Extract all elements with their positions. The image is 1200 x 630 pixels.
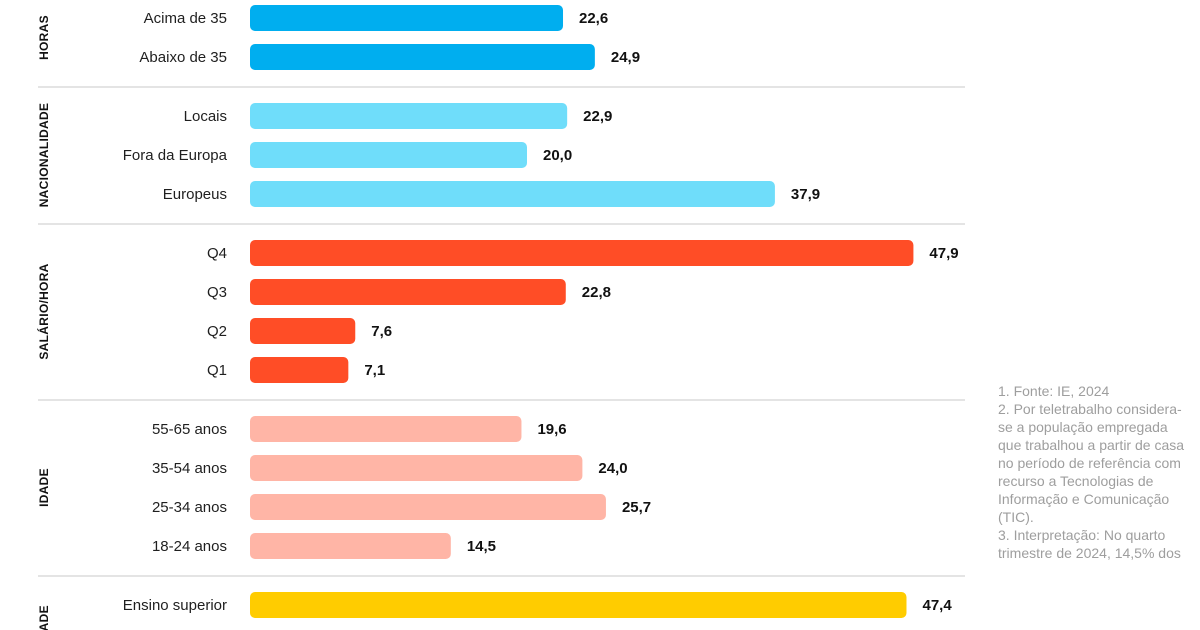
group-label: SALÁRIO/HORA	[36, 263, 51, 359]
value-label: 24,9	[611, 49, 640, 66]
value-label: 24,0	[598, 460, 627, 477]
category-label: 35-54 anos	[152, 460, 227, 477]
value-label: 7,1	[364, 362, 385, 379]
bar-2-0	[250, 240, 914, 266]
value-label: 37,9	[791, 186, 820, 203]
category-label: Fora da Europa	[123, 147, 228, 164]
category-label: Acima de 35	[144, 10, 227, 27]
bar-3-0	[250, 416, 522, 442]
value-label: 47,9	[929, 245, 958, 262]
category-label: Q4	[207, 245, 227, 262]
category-label: 18-24 anos	[152, 538, 227, 555]
bar-0-0	[250, 5, 564, 31]
value-label: 7,6	[371, 323, 392, 340]
category-label: Locais	[184, 108, 227, 125]
category-label: Europeus	[163, 186, 227, 203]
bar-2-3	[250, 357, 349, 383]
category-label: Q1	[207, 362, 227, 379]
bar-1-1	[250, 142, 527, 168]
bar-1-2	[250, 181, 775, 207]
bar-2-2	[250, 318, 356, 344]
bar-1-0	[250, 103, 568, 129]
category-label: Ensino superior	[123, 597, 227, 614]
group-label: IDADE	[37, 605, 51, 630]
bar-3-2	[250, 494, 606, 520]
footnote-3: 3. Interpretação: No quarto trimestre de…	[998, 527, 1181, 561]
value-label: 22,9	[583, 108, 612, 125]
footnote-1: 1. Fonte: IE, 2024	[998, 383, 1110, 399]
value-label: 14,5	[467, 538, 496, 555]
value-label: 19,6	[537, 421, 566, 438]
bar-4-0	[250, 592, 907, 618]
bar-3-1	[250, 455, 583, 481]
category-label: 25-34 anos	[152, 499, 227, 516]
category-label: Q3	[207, 284, 227, 301]
bar-3-3	[250, 533, 451, 559]
value-label: 20,0	[543, 147, 572, 164]
group-label: NACIONALIDADE	[37, 103, 51, 208]
bar-2-1	[250, 279, 566, 305]
footnote-2: 2. Por teletrabalho considera-se a popul…	[998, 401, 1185, 525]
category-label: Abaixo de 35	[139, 49, 227, 66]
value-label: 25,7	[622, 499, 651, 516]
value-label: 47,4	[922, 597, 952, 614]
footnotes: 1. Fonte: IE, 2024 2. Por teletrabalho c…	[998, 382, 1194, 562]
bar-0-1	[250, 44, 595, 70]
category-label: 55-65 anos	[152, 421, 227, 438]
value-label: 22,6	[579, 10, 608, 27]
group-label: IDADE	[37, 468, 51, 507]
value-label: 22,8	[582, 284, 611, 301]
group-label: HORAS	[37, 15, 51, 60]
category-label: Q2	[207, 323, 227, 340]
